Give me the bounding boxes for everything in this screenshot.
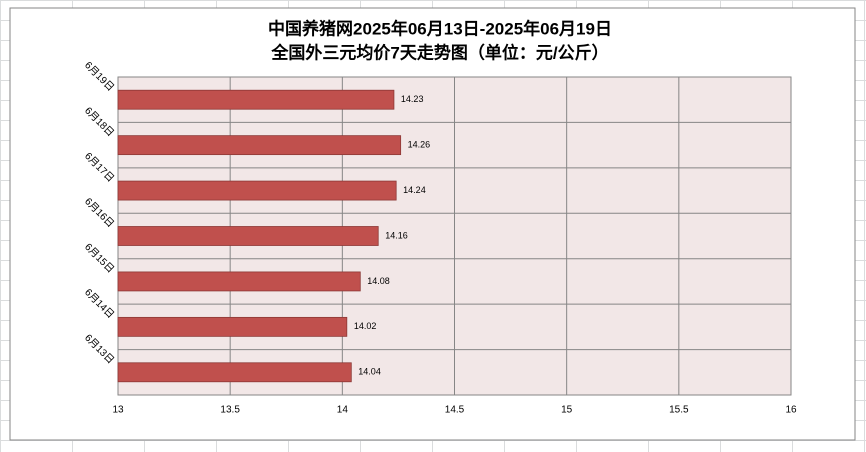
bar (117, 135, 402, 156)
bar (117, 226, 379, 246)
x-tick-label: 14 (337, 405, 349, 416)
x-tick-label: 13 (112, 405, 124, 416)
bar (117, 271, 361, 292)
value-label: 14.04 (358, 367, 381, 377)
chart-title: 中国养猪网2025年06月13日-2025年06月19日 (268, 18, 612, 38)
x-tick-label: 14.5 (445, 405, 465, 416)
bar (117, 316, 348, 337)
x-tick-label: 13.5 (220, 405, 240, 416)
x-tick-label: 15.5 (669, 405, 689, 416)
x-tick-label: 16 (785, 405, 797, 416)
value-label: 14.23 (401, 94, 424, 104)
value-label: 14.02 (354, 321, 377, 331)
value-label: 14.16 (385, 230, 408, 240)
value-label: 14.26 (408, 140, 431, 150)
chart-subtitle: 全国外三元均价7天走势图（单位：元/公斤） (270, 42, 608, 62)
value-label: 14.24 (403, 185, 426, 195)
value-label: 14.08 (367, 276, 390, 286)
bar (117, 180, 397, 201)
bar (117, 89, 395, 110)
bar (117, 362, 352, 383)
x-tick-label: 15 (561, 405, 573, 416)
